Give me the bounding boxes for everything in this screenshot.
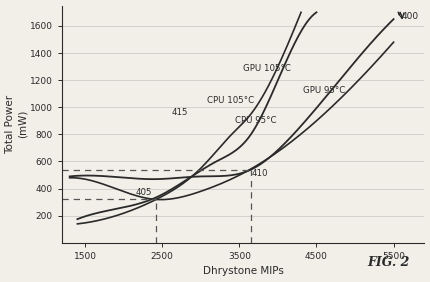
X-axis label: Dhrystone MIPs: Dhrystone MIPs — [203, 266, 284, 276]
Text: GPU 105°C: GPU 105°C — [243, 64, 291, 73]
Text: 400: 400 — [401, 12, 418, 21]
Text: FIG. 2: FIG. 2 — [368, 257, 410, 270]
Text: 415: 415 — [172, 108, 188, 117]
Text: 410: 410 — [252, 169, 268, 179]
Text: 405: 405 — [135, 188, 152, 197]
Text: CPU 95°C: CPU 95°C — [236, 116, 277, 125]
Y-axis label: Total Power
(mW): Total Power (mW) — [6, 95, 27, 154]
Text: GPU 95°C: GPU 95°C — [303, 86, 345, 95]
Text: CPU 105°C: CPU 105°C — [207, 96, 254, 105]
